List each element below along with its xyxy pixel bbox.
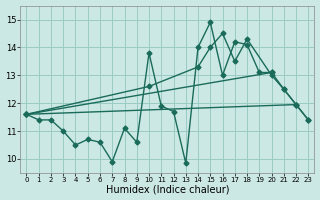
X-axis label: Humidex (Indice chaleur): Humidex (Indice chaleur)	[106, 184, 229, 194]
